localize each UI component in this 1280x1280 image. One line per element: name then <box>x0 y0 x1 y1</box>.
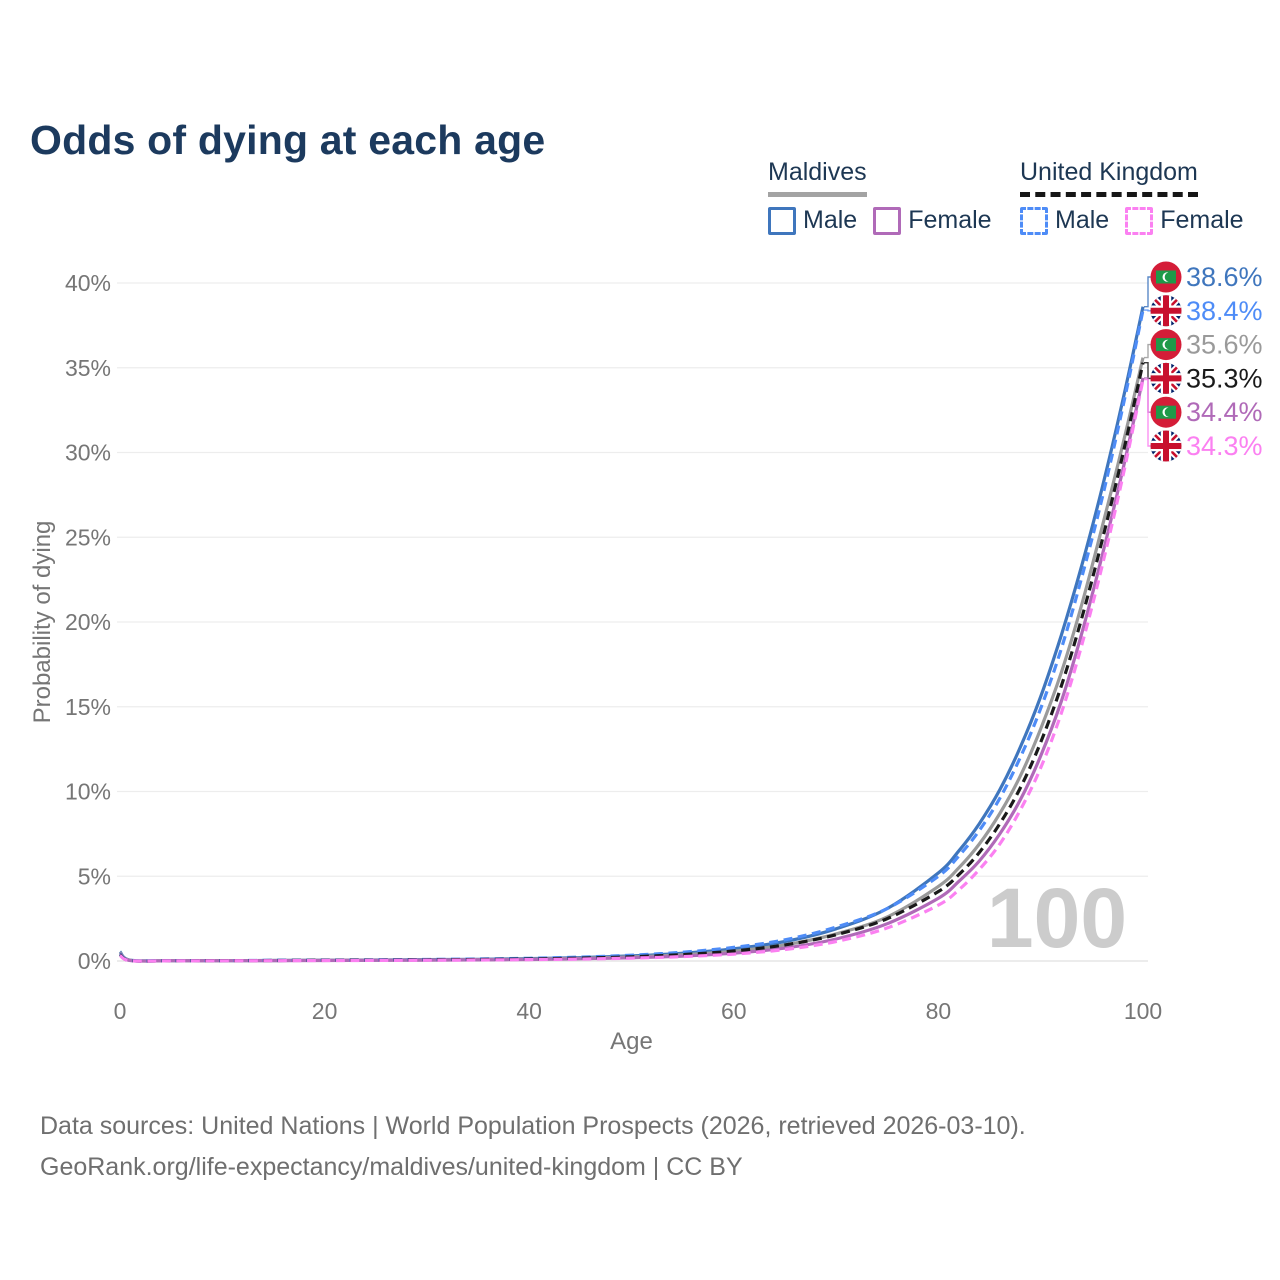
y-tick-label: 35% <box>65 355 111 381</box>
watermark-age-value: 100 <box>987 871 1127 965</box>
end-value-label: 34.3% <box>1186 431 1263 461</box>
leader-line <box>1144 343 1152 359</box>
maldives-flag-icon <box>1150 396 1182 428</box>
legend-maldives-title: Maldives <box>768 158 867 197</box>
uk-male-swatch-icon <box>1020 206 1048 235</box>
legend-item-uk-male[interactable]: Male <box>1020 206 1109 235</box>
maldives-flag-icon <box>1150 261 1182 293</box>
y-tick-label: 5% <box>78 863 111 889</box>
series-line-united-kingdom-total <box>118 362 1145 963</box>
series-line-united-kingdom-male <box>118 309 1145 963</box>
x-tick-label: 20 <box>312 998 338 1024</box>
end-value-label: 34.4% <box>1186 397 1263 427</box>
gridlines <box>117 282 1148 962</box>
maldives-female-swatch-icon <box>873 206 902 235</box>
x-tick-label: 40 <box>516 998 542 1024</box>
y-tick-label: 40% <box>65 270 111 296</box>
end-value-label: 38.6% <box>1186 262 1263 292</box>
end-value-label: 35.6% <box>1186 330 1263 360</box>
leader-line <box>1144 378 1152 447</box>
footer: Data sources: United Nations | World Pop… <box>40 1106 1026 1188</box>
legend-group-maldives: Maldives Male Female <box>768 158 1008 235</box>
legend-group-united-kingdom: United Kingdom Male Female <box>1020 158 1260 235</box>
legend-uk-row: Male Female <box>1020 206 1260 235</box>
united-kingdom-flag-icon <box>1150 430 1182 462</box>
leader-line <box>1144 276 1152 308</box>
y-tick-label: 25% <box>65 524 111 550</box>
y-tick-label: 15% <box>65 694 111 720</box>
y-tick-label: 20% <box>65 609 111 635</box>
end-value-annotations: 38.6% 38.4% 35.6%35.3% 34.4% 34.3% <box>1144 261 1263 462</box>
x-tick-label: 100 <box>1124 998 1162 1024</box>
legend-uk-male-label: Male <box>1055 206 1110 234</box>
age-counter-watermark: 100 <box>987 871 1127 965</box>
legend-item-maldives-male[interactable]: Male <box>768 206 857 235</box>
series-line-maldives-male <box>118 306 1145 963</box>
uk-female-swatch-icon <box>1125 206 1154 235</box>
page-title: Odds of dying at each age <box>30 117 546 164</box>
x-axis-title: Age <box>610 1028 653 1055</box>
united-kingdom-flag-icon <box>1150 362 1182 394</box>
y-tick-label: 10% <box>65 779 111 805</box>
y-axis-title: Probability of dying <box>29 521 56 724</box>
maldives-male-swatch-icon <box>768 206 796 235</box>
end-value-label: 35.3% <box>1186 363 1263 393</box>
end-value-label: 38.4% <box>1186 296 1263 326</box>
x-tick-label: 80 <box>926 998 952 1024</box>
legend-item-maldives-female[interactable]: Female <box>873 206 992 235</box>
leader-line <box>1144 362 1152 380</box>
legend-item-uk-female[interactable]: Female <box>1125 206 1244 235</box>
x-tick-label: 60 <box>721 998 747 1024</box>
legend-uk-title: United Kingdom <box>1020 158 1198 197</box>
legend-uk-female-label: Female <box>1160 206 1244 234</box>
footer-url-line: GeoRank.org/life-expectancy/maldives/uni… <box>40 1153 743 1181</box>
y-tick-label: 30% <box>65 440 111 466</box>
data-series <box>118 306 1145 963</box>
footer-sources-line: Data sources: United Nations | World Pop… <box>40 1112 1026 1140</box>
y-tick-label: 0% <box>78 948 111 974</box>
maldives-flag-icon <box>1150 329 1182 361</box>
leader-line <box>1144 309 1152 312</box>
x-tick-label: 0 <box>114 998 127 1024</box>
legend-maldives-male-label: Male <box>803 206 858 234</box>
united-kingdom-flag-icon <box>1150 295 1182 327</box>
legend-maldives-female-label: Female <box>908 206 992 234</box>
legend-maldives-row: Male Female <box>768 206 1008 235</box>
series-line-united-kingdom-female <box>119 379 1145 963</box>
axis-labels: 0% 5% 10% 15% 20% 25% 30% 35% 40% 0 20 40 60 80 100 Age… <box>29 270 1162 1055</box>
